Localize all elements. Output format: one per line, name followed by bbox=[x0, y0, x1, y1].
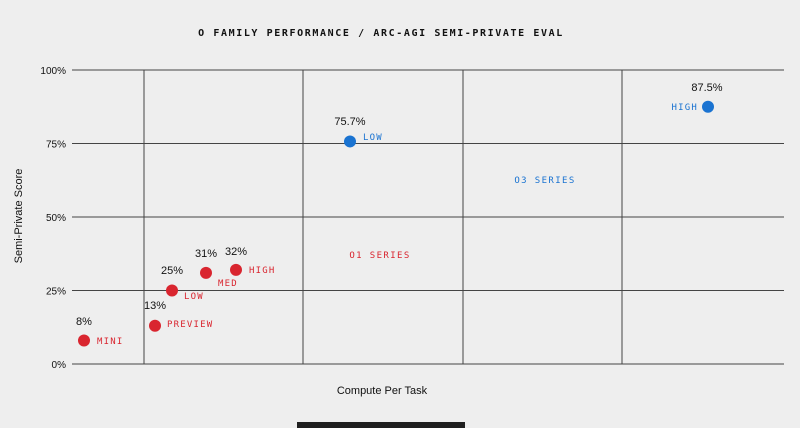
point-value-label: 13% bbox=[144, 300, 166, 312]
point-category-label: LOW bbox=[184, 292, 204, 302]
data-point bbox=[344, 135, 356, 148]
point-value-label: 32% bbox=[225, 246, 247, 258]
y-tick-label: 75% bbox=[46, 140, 66, 151]
y-tick-label: 25% bbox=[46, 287, 66, 298]
point-value-label: 31% bbox=[195, 248, 217, 260]
point-category-label: MED bbox=[218, 279, 238, 289]
data-point bbox=[200, 266, 212, 279]
point-category-label: MINI bbox=[97, 337, 123, 347]
point-category-label: LOW bbox=[363, 133, 383, 143]
data-points: 8%MINI13%PREVIEW25%LOW31%MED32%HIGH75.7%… bbox=[76, 82, 723, 347]
point-value-label: 8% bbox=[76, 316, 92, 328]
grid bbox=[72, 69, 784, 365]
series-label: O1 SERIES bbox=[349, 251, 410, 261]
y-tick-label: 50% bbox=[46, 213, 66, 224]
data-point bbox=[230, 263, 242, 276]
y-axis-ticks: 0% 25% 50% 75% 100% bbox=[40, 66, 66, 371]
data-point bbox=[702, 100, 714, 113]
x-axis-label: Compute Per Task bbox=[337, 385, 428, 397]
chart-title: O FAMILY PERFORMANCE / ARC-AGI SEMI-PRIV… bbox=[198, 28, 564, 39]
point-category-label: HIGH bbox=[249, 266, 275, 276]
point-category-label: HIGH bbox=[672, 103, 698, 113]
point-value-label: 75.7% bbox=[334, 116, 365, 128]
point-value-label: 87.5% bbox=[691, 82, 722, 94]
data-point bbox=[166, 284, 178, 297]
series-labels: O1 SERIES O3 SERIES bbox=[349, 176, 575, 261]
data-point bbox=[149, 319, 161, 332]
y-tick-label: 100% bbox=[40, 66, 66, 77]
series-label: O3 SERIES bbox=[514, 176, 575, 186]
point-value-label: 25% bbox=[161, 265, 183, 277]
point-category-label: PREVIEW bbox=[167, 320, 213, 330]
data-point bbox=[78, 334, 90, 347]
y-axis-label: Semi-Private Score bbox=[13, 169, 25, 264]
bottom-bar bbox=[297, 422, 465, 428]
y-tick-label: 0% bbox=[52, 360, 67, 371]
